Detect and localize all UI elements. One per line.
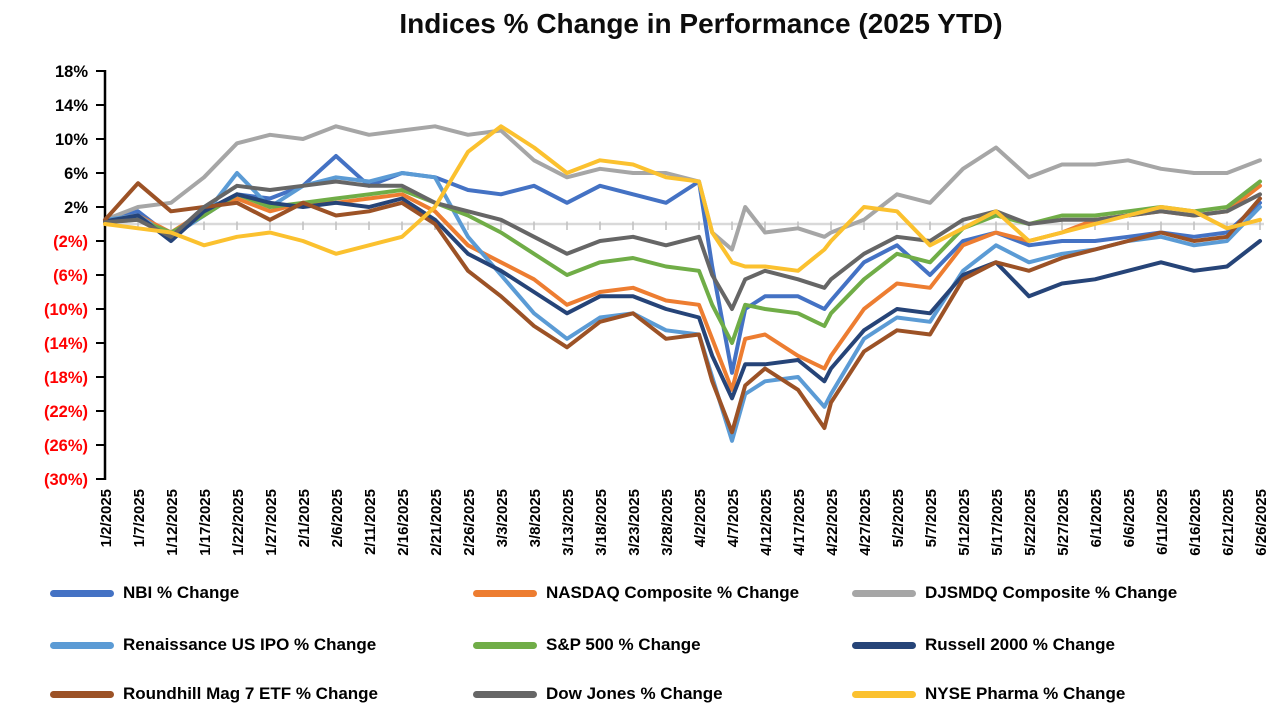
x-tick-label: 1/7/2025 — [131, 489, 148, 547]
x-tick-label: 4/2/2025 — [692, 489, 709, 547]
x-tick-label: 2/1/2025 — [296, 489, 313, 547]
y-tick-label: 6% — [64, 165, 88, 183]
y-tick-label: (26%) — [44, 437, 88, 455]
x-tick-label: 2/6/2025 — [329, 489, 346, 547]
legend-label: Roundhill Mag 7 ETF % Change — [123, 684, 378, 703]
legend-item-roundhill-mag-7-etf-change: Roundhill Mag 7 ETF % Change — [50, 684, 378, 704]
x-tick-label: 5/12/2025 — [956, 489, 973, 556]
y-tick-label: (14%) — [44, 335, 88, 353]
x-tick-label: 6/6/2025 — [1121, 489, 1138, 547]
x-tick-label: 5/7/2025 — [923, 489, 940, 547]
legend-label: Dow Jones % Change — [546, 684, 723, 703]
x-tick-label: 1/17/2025 — [197, 489, 214, 556]
series-line-s-p-500-change — [103, 179, 1262, 345]
y-tick-label: 18% — [55, 63, 88, 81]
x-tick-label: 1/27/2025 — [263, 489, 280, 556]
y-tick-label: 10% — [55, 131, 88, 149]
legend-item-dow-jones-change: Dow Jones % Change — [473, 684, 723, 704]
series-line-dow-jones-change — [103, 179, 1262, 311]
y-tick-label: (18%) — [44, 369, 88, 387]
x-tick-label: 4/12/2025 — [758, 489, 775, 556]
legend-swatch — [473, 589, 537, 597]
x-tick-label: 3/3/2025 — [494, 489, 511, 547]
x-tick-label: 4/17/2025 — [791, 489, 808, 556]
y-tick-label: (10%) — [44, 301, 88, 319]
legend-label: NYSE Pharma % Change — [925, 684, 1126, 703]
line-chart-plot-area: 18% 14% 10% 6% 2% (2%) (6%) (10%) (14%) (18%) (22%… — [44, 63, 1270, 556]
x-tick-label: 4/7/2025 — [725, 489, 742, 547]
y-tick-label: (6%) — [53, 267, 88, 285]
x-tick-label: 3/13/2025 — [560, 489, 577, 556]
legend-swatch — [473, 641, 537, 649]
x-tick-label: 2/21/2025 — [428, 489, 445, 556]
legend-item-renaissance-us-ipo-change: Renaissance US IPO % Change — [50, 635, 376, 655]
legend-item-s-p-500-change: S&P 500 % Change — [473, 635, 701, 655]
x-tick-label: 6/16/2025 — [1187, 489, 1204, 556]
legend-label: DJSMDQ Composite % Change — [925, 583, 1178, 602]
legend-item-djsmdq-composite-change: DJSMDQ Composite % Change — [852, 583, 1177, 603]
legend-item-nyse-pharma-change: NYSE Pharma % Change — [852, 684, 1125, 704]
legend-swatch — [852, 641, 916, 649]
legend-label: NASDAQ Composite % Change — [546, 583, 800, 602]
legend-label: NBI % Change — [123, 583, 240, 602]
series-line-renaissance-us-ipo-change — [103, 171, 1262, 443]
x-tick-label: 4/27/2025 — [857, 489, 874, 556]
x-tick-label: 5/22/2025 — [1022, 489, 1039, 556]
legend-label: Russell 2000 % Change — [925, 635, 1115, 654]
x-tick-label: 3/28/2025 — [659, 489, 676, 556]
x-tick-label: 1/22/2025 — [230, 489, 247, 556]
legend-label: S&P 500 % Change — [546, 635, 701, 654]
x-tick-label: 6/26/2025 — [1253, 489, 1270, 556]
legend-swatch — [852, 589, 916, 597]
x-tick-label: 3/18/2025 — [593, 489, 610, 556]
x-tick-label: 3/23/2025 — [626, 489, 643, 556]
legend-item-nasdaq-composite-change: NASDAQ Composite % Change — [473, 583, 799, 603]
y-tick-label: (22%) — [44, 403, 88, 421]
x-tick-label: 1/2/2025 — [98, 489, 115, 547]
legend-item-russell-2000-change: Russell 2000 % Change — [852, 635, 1115, 655]
chart-title: Indices % Change in Performance (2025 YT… — [399, 8, 1003, 39]
x-tick-label: 6/21/2025 — [1220, 489, 1237, 556]
series-line-roundhill-mag-7-etf-change — [103, 181, 1262, 435]
x-tick-label: 2/11/2025 — [362, 489, 379, 555]
legend-swatch — [50, 641, 114, 649]
x-tick-label: 6/1/2025 — [1088, 489, 1105, 547]
legend-item-nbi-change: NBI % Change — [50, 583, 239, 603]
legend-swatch — [50, 589, 114, 597]
y-tick-label: 14% — [55, 97, 88, 115]
legend-swatch — [473, 690, 537, 698]
x-tick-label: 5/2/2025 — [890, 489, 907, 547]
y-tick-label: (2%) — [53, 233, 88, 251]
series-line-nyse-pharma-change — [103, 124, 1262, 273]
legend-label: Renaissance US IPO % Change — [123, 635, 377, 654]
x-tick-label: 6/11/2025 — [1154, 489, 1171, 555]
x-tick-label: 2/16/2025 — [395, 489, 412, 556]
x-tick-label: 1/12/2025 — [164, 489, 181, 556]
x-tick-label: 4/22/2025 — [824, 489, 841, 556]
x-tick-label: 3/8/2025 — [527, 489, 544, 547]
x-tick-label: 5/17/2025 — [989, 489, 1006, 556]
legend-swatch — [50, 690, 114, 698]
y-tick-label: (30%) — [44, 471, 88, 489]
series-line-nbi-change — [103, 154, 1262, 375]
y-tick-label: 2% — [64, 199, 88, 217]
x-tick-label: 2/26/2025 — [461, 489, 478, 556]
x-tick-label: 5/27/2025 — [1055, 489, 1072, 556]
legend-swatch — [852, 690, 916, 698]
